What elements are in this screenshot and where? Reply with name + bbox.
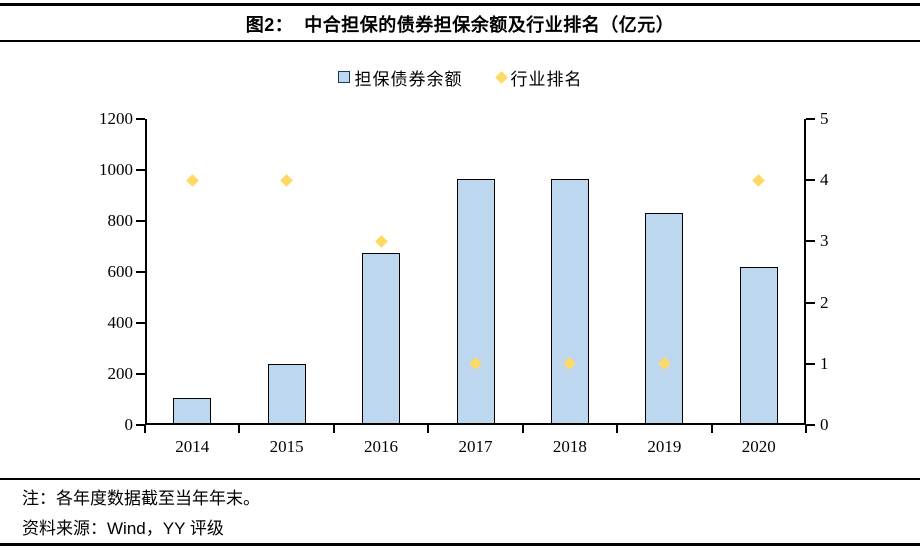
y-axis-right-line bbox=[804, 119, 806, 425]
legend-label-bond-balance: 担保债券余额 bbox=[354, 69, 463, 89]
x-axis-tick bbox=[332, 425, 335, 433]
legend-item-industry-rank: 行业排名 bbox=[494, 65, 583, 90]
bar-swatch-icon bbox=[337, 71, 350, 83]
right-axis-tick bbox=[806, 118, 815, 120]
left-axis-tick bbox=[136, 271, 145, 273]
x-axis-label: 2018 bbox=[552, 437, 587, 456]
left-axis-label: 800 bbox=[107, 211, 134, 230]
x-axis-tick bbox=[710, 425, 713, 433]
data-source: 资料来源：Wind，YY 评级 bbox=[22, 519, 224, 538]
x-axis-label: 2014 bbox=[175, 437, 210, 456]
left-axis-tick bbox=[136, 118, 145, 120]
x-axis-label: 2016 bbox=[364, 437, 399, 456]
x-axis-tick bbox=[616, 425, 619, 433]
diamond-swatch-icon bbox=[494, 70, 508, 84]
legend-label-industry-rank: 行业排名 bbox=[510, 69, 583, 89]
x-axis-label: 2020 bbox=[741, 437, 776, 456]
left-axis-tick bbox=[136, 424, 145, 426]
bar-2014 bbox=[173, 398, 212, 425]
right-axis-label: 2 bbox=[820, 292, 829, 312]
chart-legend: 担保债券余额 行业排名 bbox=[0, 63, 920, 91]
right-axis-label: 5 bbox=[820, 109, 829, 128]
x-axis-label: 2017 bbox=[458, 437, 493, 456]
y-axis-left-line bbox=[145, 119, 147, 425]
right-axis-label: 4 bbox=[820, 170, 829, 190]
right-axis-label: 0 bbox=[820, 415, 829, 434]
bar-2017 bbox=[456, 178, 495, 425]
x-axis-label: 2015 bbox=[269, 437, 304, 456]
x-axis-tick bbox=[521, 425, 524, 433]
left-axis-tick bbox=[136, 373, 145, 375]
title-rule bbox=[0, 40, 920, 42]
right-axis-tick bbox=[806, 362, 815, 365]
right-axis-tick bbox=[806, 424, 815, 426]
rank-marker-2016 bbox=[374, 235, 388, 248]
note-rule bbox=[0, 478, 920, 480]
left-axis-label: 200 bbox=[107, 364, 134, 383]
chart-plot-area: 1200 1000 800 600 400 200 0 5 4 3 2 1 0 2014 2015 2016 2… bbox=[99, 109, 829, 456]
figure-title: 图2： 中合担保的债券担保余额及行业排名（亿元） bbox=[245, 15, 675, 35]
x-axis-label: 2019 bbox=[647, 437, 682, 456]
bar-2020 bbox=[739, 266, 778, 425]
right-axis-label: 3 bbox=[820, 231, 829, 251]
left-axis-label: 600 bbox=[107, 262, 134, 281]
rank-marker-2014 bbox=[185, 173, 199, 187]
bar-2019 bbox=[645, 213, 684, 425]
bar-2016 bbox=[362, 252, 401, 425]
x-axis-tick bbox=[805, 425, 807, 433]
left-axis-label: 1200 bbox=[99, 109, 133, 128]
right-axis-label: 1 bbox=[820, 353, 829, 373]
x-axis-tick bbox=[144, 425, 146, 433]
rank-marker-2015 bbox=[280, 173, 294, 187]
top-rule bbox=[0, 3, 920, 6]
bar-2015 bbox=[267, 363, 306, 425]
left-axis-tick bbox=[136, 169, 145, 171]
bottom-rule bbox=[0, 543, 920, 546]
left-axis-tick bbox=[136, 220, 145, 222]
left-axis-label: 1000 bbox=[99, 160, 133, 179]
legend-item-bond-balance: 担保债券余额 bbox=[337, 65, 463, 90]
right-axis-tick bbox=[806, 179, 815, 182]
x-axis-tick bbox=[427, 425, 430, 433]
chart-note: 注：各年度数据截至当年年末。 bbox=[22, 489, 260, 508]
x-axis-tick bbox=[238, 425, 241, 433]
left-axis-label: 0 bbox=[124, 415, 134, 434]
right-axis-tick bbox=[806, 301, 815, 304]
bar-2018 bbox=[550, 178, 589, 425]
left-axis-label: 400 bbox=[107, 313, 134, 332]
left-axis-tick bbox=[136, 322, 145, 324]
right-axis-tick bbox=[806, 240, 815, 243]
x-axis-line bbox=[145, 423, 806, 425]
rank-marker-2020 bbox=[752, 173, 766, 187]
